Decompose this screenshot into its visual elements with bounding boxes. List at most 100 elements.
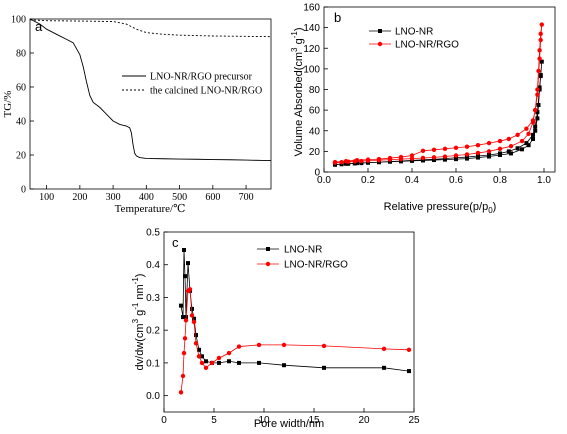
data-point	[535, 116, 540, 121]
y-axis-label-sup: -1	[290, 31, 299, 39]
data-point	[431, 155, 437, 160]
y-tick-label: 20	[309, 147, 321, 158]
data-point	[398, 154, 404, 160]
data-point	[343, 158, 349, 164]
legend-marker-circle	[377, 41, 383, 47]
y-tick-label: 20	[16, 151, 26, 162]
x-tick-label: 0.0	[317, 175, 331, 186]
y-axis-label-part: )	[134, 274, 146, 278]
y-tick-label: 0.4	[146, 260, 160, 271]
data-point	[536, 102, 541, 107]
data-point	[526, 131, 531, 137]
data-point	[486, 149, 492, 154]
data-point	[539, 59, 544, 64]
x-tick-label: 500	[172, 192, 187, 203]
y-tick-label: 60	[309, 106, 321, 117]
data-point	[193, 341, 199, 346]
y-tick-label: 0.5	[146, 228, 160, 239]
y-tick-label: 100	[11, 15, 26, 26]
legend-marker-circle	[265, 261, 271, 267]
y-axis-label-sup: 3	[290, 47, 299, 52]
data-point	[183, 318, 189, 323]
data-point	[226, 350, 232, 356]
data-point	[344, 161, 348, 166]
data-point	[453, 153, 459, 158]
y-axis-label: TG/%	[2, 91, 14, 118]
chart-panel-b: 0.0 0.2 0.4 0.6 0.8 1.0 0 20 40 60 80 100 120 140 160 b…	[290, 3, 556, 215]
data-point	[453, 145, 459, 150]
data-point	[216, 355, 222, 361]
data-point	[498, 151, 502, 156]
legend-marker-square	[378, 29, 382, 33]
data-point	[192, 316, 196, 321]
y-tick-label: 80	[309, 85, 321, 96]
data-point	[236, 344, 242, 349]
legend-marker-square	[266, 247, 270, 251]
data-point	[497, 146, 503, 151]
y-tick-label: 0	[21, 185, 26, 196]
x-tick-label: 100	[39, 192, 54, 203]
y-tick-label: 0.2	[146, 326, 160, 337]
series-line-lno-nr-rgo	[180, 288, 410, 393]
data-point	[454, 155, 458, 160]
data-point	[365, 157, 371, 162]
y-tick-label: 80	[16, 49, 26, 60]
series-line-lno-nr	[180, 249, 410, 372]
data-point	[509, 151, 513, 156]
data-point	[486, 140, 492, 146]
data-point	[497, 138, 503, 144]
data-point	[381, 346, 387, 352]
data-point	[487, 152, 491, 157]
data-point	[332, 159, 338, 165]
data-point	[227, 359, 231, 364]
y-axis-label-part: dv/dw(cm	[134, 323, 146, 370]
data-point	[189, 313, 195, 318]
x-tick-label: 400	[139, 192, 154, 203]
data-point	[515, 132, 520, 138]
x-tick-label: 20	[358, 415, 370, 426]
data-point	[533, 124, 538, 129]
data-point	[191, 319, 197, 325]
data-point	[209, 360, 215, 366]
y-tick-label: 0	[314, 168, 320, 179]
data-point	[531, 132, 535, 137]
data-point	[196, 354, 202, 359]
data-point	[178, 390, 184, 395]
x-tick-label: 5	[211, 415, 217, 426]
y-tick-label: 160	[303, 3, 320, 14]
data-point	[200, 354, 204, 359]
data-point	[190, 306, 194, 311]
data-point	[282, 363, 286, 368]
y-axis-label-sup: -1	[131, 277, 140, 285]
data-point	[519, 138, 525, 144]
data-point	[531, 137, 535, 141]
data-point	[475, 142, 481, 148]
data-point	[536, 68, 541, 74]
data-point	[537, 85, 542, 90]
data-point	[237, 360, 241, 365]
data-point	[515, 146, 520, 151]
data-point	[322, 365, 326, 370]
data-point	[217, 360, 221, 365]
data-point	[407, 369, 411, 374]
data-point	[281, 342, 287, 348]
data-point	[181, 315, 185, 320]
data-point	[187, 287, 193, 292]
chart-panel-c: 0 5 10 15 20 25 0.0 0.1 0.2 0.3 0.4 0.5 c Pore width/…	[131, 228, 420, 431]
data-point	[535, 110, 540, 115]
x-tick-label: 15	[308, 415, 320, 426]
x-tick-label: 600	[205, 192, 220, 203]
data-point	[339, 160, 344, 165]
data-point	[538, 31, 543, 37]
data-point	[376, 156, 382, 162]
data-point	[321, 343, 327, 349]
legend-label: LNO-NR/RGO	[395, 40, 459, 51]
data-point	[524, 141, 529, 146]
data-point	[186, 261, 190, 266]
y-tick-label: 0.3	[146, 293, 160, 304]
data-point	[197, 347, 201, 352]
y-tick-label: 120	[303, 44, 320, 55]
data-point	[442, 154, 448, 159]
x-tick-label: 200	[72, 192, 87, 203]
